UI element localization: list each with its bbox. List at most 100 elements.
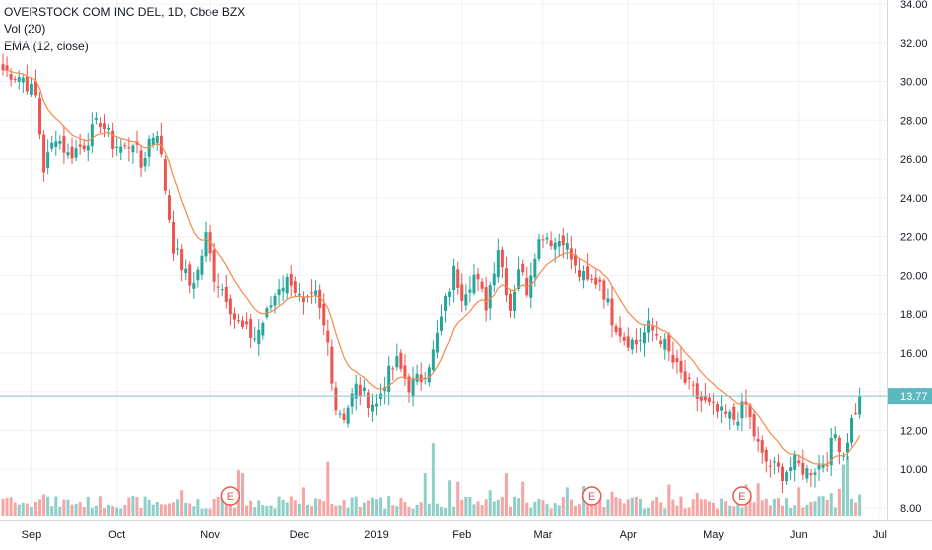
candle-body (760, 440, 764, 453)
volume-bar (111, 506, 115, 516)
ema-line (3, 69, 861, 466)
candle-body (200, 255, 204, 275)
candle-body (143, 157, 147, 167)
volume-bar (573, 505, 577, 516)
volume-bar (452, 506, 456, 516)
candle-body (850, 418, 854, 443)
candle-body (301, 296, 305, 303)
volume-bar (496, 499, 500, 516)
volume-bar (614, 496, 618, 516)
candle-body (565, 243, 569, 250)
volume-bar (119, 508, 123, 516)
volume-bar (651, 500, 655, 516)
volume-bar (281, 499, 285, 516)
time-tick-label: Jun (790, 529, 808, 541)
candle-body (66, 152, 70, 156)
candle-body (370, 404, 374, 412)
volume-bar (695, 493, 699, 516)
candle-body (98, 123, 102, 127)
volume-bar (850, 498, 854, 516)
candle-body (716, 404, 720, 412)
volume-bar (630, 497, 634, 516)
volume-bar (17, 504, 21, 516)
volume-bar (273, 508, 277, 516)
candle-body (797, 460, 801, 464)
volume-bar (622, 503, 626, 516)
volume-bar (346, 507, 350, 516)
volume-bar (504, 473, 508, 516)
volume-bar (383, 508, 387, 516)
candle-body (1, 64, 5, 71)
volume-bar (123, 504, 127, 516)
volume-bar (265, 505, 269, 516)
candle-body (687, 377, 691, 380)
volume-bar (330, 503, 334, 516)
candle-body (549, 240, 553, 247)
volume-bar (699, 499, 703, 516)
volume-bar (464, 496, 468, 516)
volume-bar (314, 498, 318, 516)
candle-body (683, 371, 687, 383)
volume-bar (395, 506, 399, 516)
candle-body (598, 279, 602, 282)
candle-body (257, 329, 261, 345)
candle-body (472, 274, 476, 294)
volume-bar (439, 506, 443, 516)
volume-bar (208, 508, 212, 516)
candle-body (107, 127, 111, 130)
volume-bar (521, 481, 525, 516)
volume-bar (220, 497, 224, 516)
volume-bar (858, 494, 862, 516)
candle-body (785, 472, 789, 482)
candle-body (33, 81, 37, 96)
volume-bar (407, 506, 411, 516)
candle-body (768, 465, 772, 467)
candle-body (748, 404, 752, 418)
candle-body (805, 468, 809, 479)
price-tick-label: 26.00 (900, 154, 928, 166)
volume-bar (42, 494, 46, 516)
volume-bar (557, 505, 561, 516)
volume-bar (216, 496, 220, 516)
candle-body (626, 336, 630, 348)
candle-body (634, 339, 638, 345)
volume-bar (748, 497, 752, 516)
candle-body (647, 320, 651, 333)
candle-body (127, 147, 131, 149)
volume-bar (728, 505, 732, 516)
volume-bar (192, 506, 196, 516)
candle-body (663, 338, 667, 350)
candle-body (630, 339, 634, 350)
candle-body (334, 387, 338, 411)
volume-bar (338, 505, 342, 516)
candle-body (724, 411, 728, 414)
volume-bar (480, 505, 484, 516)
candle-body (70, 146, 74, 159)
candle-body (545, 237, 549, 240)
volume-bar (626, 499, 630, 516)
volume-bar (691, 499, 695, 516)
volume-bar (427, 503, 431, 516)
volume-bar (155, 501, 159, 516)
time-tick-label: 2019 (364, 529, 388, 541)
candle-body (249, 319, 253, 338)
volume-bar (245, 505, 249, 516)
volume-bar (809, 502, 813, 516)
candle-body (622, 336, 626, 341)
candle-body (196, 269, 200, 281)
candle-body (464, 294, 468, 306)
volume-bar (411, 508, 415, 516)
volume-bar (423, 473, 427, 516)
volume-bar (58, 506, 62, 516)
candle-body (387, 365, 391, 392)
volume-bar (752, 502, 756, 516)
candle-body (50, 142, 54, 149)
price-tick-label: 28.00 (900, 115, 928, 127)
volume-bar (541, 500, 545, 516)
candlesticks (1, 53, 862, 494)
earnings-marker-label: E (588, 491, 595, 503)
volume-bar (306, 504, 309, 516)
time-tick-label: Mar (534, 529, 553, 541)
